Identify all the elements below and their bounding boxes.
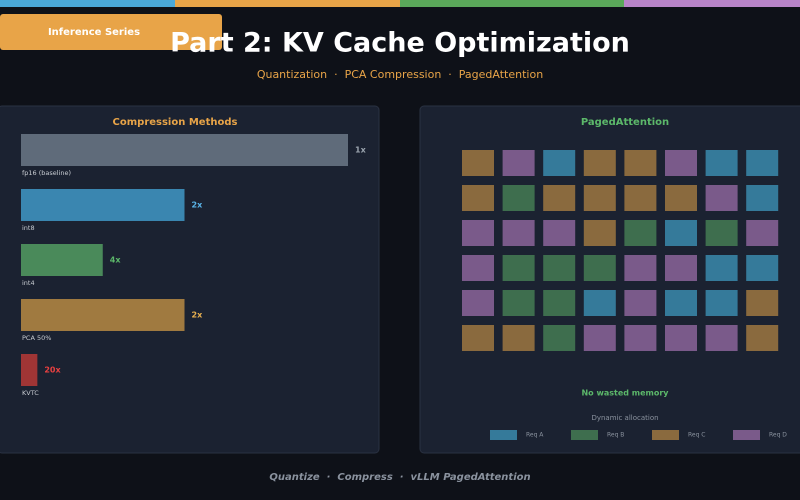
memory-block bbox=[705, 255, 738, 281]
legend-swatch bbox=[733, 430, 760, 440]
memory-block bbox=[665, 290, 697, 316]
bar-label: int4 bbox=[22, 279, 35, 287]
bar-label: PCA 50% bbox=[22, 334, 51, 342]
memory-block bbox=[665, 325, 697, 351]
bar bbox=[21, 299, 185, 331]
memory-block bbox=[462, 150, 494, 176]
legend-swatch bbox=[652, 430, 679, 440]
memory-block bbox=[624, 325, 657, 351]
panel-title: Compression Methods bbox=[113, 117, 238, 128]
memory-block bbox=[583, 255, 616, 281]
memory-block bbox=[705, 220, 738, 246]
value-label: 2x bbox=[192, 311, 204, 320]
title: Part 2: KV Cache Optimization bbox=[170, 28, 630, 59]
memory-block bbox=[746, 325, 779, 351]
memory-block bbox=[746, 290, 779, 316]
stripe bbox=[624, 0, 800, 7]
memory-block bbox=[462, 185, 494, 211]
memory-block bbox=[705, 185, 738, 211]
memory-block bbox=[665, 150, 697, 176]
memory-block bbox=[624, 185, 657, 211]
bar-label: KVTC bbox=[22, 389, 39, 397]
note: No wasted memory bbox=[581, 389, 669, 398]
memory-block bbox=[462, 255, 494, 281]
bar-label: int8 bbox=[22, 224, 35, 232]
memory-block bbox=[543, 220, 576, 246]
memory-block bbox=[665, 220, 697, 246]
memory-block bbox=[502, 290, 535, 316]
memory-block bbox=[624, 255, 657, 281]
value-label: 4x bbox=[110, 256, 122, 265]
bar bbox=[21, 189, 185, 221]
legend-swatch bbox=[571, 430, 598, 440]
bar bbox=[21, 134, 348, 166]
memory-block bbox=[502, 325, 535, 351]
value-label: 1x bbox=[355, 146, 367, 155]
bar bbox=[21, 354, 38, 386]
memory-block bbox=[583, 220, 616, 246]
memory-block bbox=[502, 150, 535, 176]
legend-label: Req D bbox=[769, 432, 787, 439]
memory-block bbox=[543, 150, 576, 176]
memory-block bbox=[583, 325, 616, 351]
memory-block bbox=[543, 290, 576, 316]
memory-block bbox=[502, 220, 535, 246]
footer: Quantize · Compress · vLLM PagedAttentio… bbox=[269, 472, 530, 483]
memory-block bbox=[746, 185, 779, 211]
memory-block bbox=[543, 255, 576, 281]
stripe bbox=[400, 0, 624, 7]
panel-title: PagedAttention bbox=[581, 117, 669, 128]
memory-block bbox=[624, 220, 657, 246]
badge-text: Inference Series bbox=[48, 27, 140, 38]
legend-label: Req B bbox=[607, 432, 624, 439]
memory-block bbox=[705, 325, 738, 351]
legend-swatch bbox=[490, 430, 517, 440]
memory-block bbox=[583, 150, 616, 176]
memory-block bbox=[665, 255, 697, 281]
memory-block bbox=[705, 150, 738, 176]
memory-block bbox=[624, 150, 657, 176]
memory-block bbox=[462, 220, 494, 246]
stripe bbox=[0, 0, 175, 7]
memory-block bbox=[705, 290, 738, 316]
memory-block bbox=[746, 255, 779, 281]
bar bbox=[21, 244, 103, 276]
memory-block bbox=[462, 290, 494, 316]
legend-label: Req A bbox=[526, 432, 544, 439]
bar-label: fp16 (baseline) bbox=[22, 169, 71, 177]
legend-label: Req C bbox=[688, 432, 706, 439]
subtitle: Quantization · PCA Compression · PagedAt… bbox=[257, 68, 543, 81]
memory-block bbox=[583, 185, 616, 211]
caption: Dynamic allocation bbox=[591, 414, 658, 422]
memory-block bbox=[462, 325, 494, 351]
memory-block bbox=[543, 325, 576, 351]
value-label: 2x bbox=[192, 201, 204, 210]
stripe bbox=[175, 0, 400, 7]
memory-block bbox=[502, 185, 535, 211]
memory-block bbox=[624, 290, 657, 316]
memory-block bbox=[746, 220, 779, 246]
badge bbox=[0, 14, 222, 50]
memory-block bbox=[746, 150, 779, 176]
value-label: 20x bbox=[44, 366, 61, 375]
memory-block bbox=[502, 255, 535, 281]
memory-block bbox=[543, 185, 576, 211]
memory-block bbox=[583, 290, 616, 316]
memory-block bbox=[665, 185, 697, 211]
